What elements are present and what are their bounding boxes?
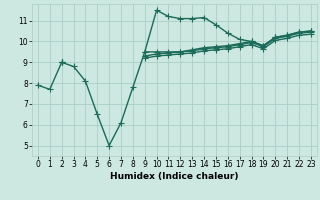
X-axis label: Humidex (Indice chaleur): Humidex (Indice chaleur) [110,172,239,181]
